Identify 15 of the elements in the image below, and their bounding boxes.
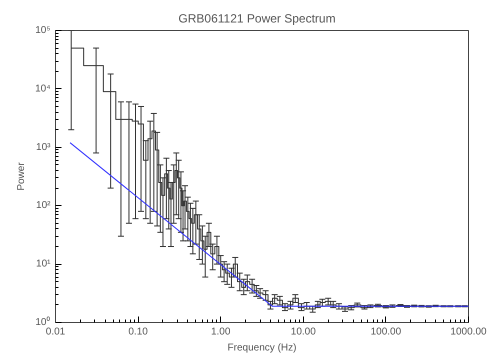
x-tick-label: 100.00	[370, 326, 402, 338]
x-tick-label: 1.00	[210, 326, 231, 338]
y-tick-label: 10⁴	[35, 83, 50, 94]
x-tick-label: 0.10	[128, 326, 148, 338]
chart-title: GRB061121 Power Spectrum	[178, 12, 336, 26]
y-tick-label: 10²	[36, 200, 52, 212]
y-tick-label: 10³	[36, 142, 52, 153]
y-tick-label: 10⁰	[35, 316, 50, 328]
y-axis-title: Power	[16, 162, 28, 191]
y-tick-label: 10¹	[36, 258, 52, 270]
x-tick-label: 0.01	[46, 326, 66, 338]
x-axis-title: Frequency (Hz)	[228, 342, 296, 354]
x-tick-label: 10.00	[290, 326, 316, 338]
y-tick-label: 10⁵	[35, 25, 51, 36]
x-tick-label: 1000.00	[450, 326, 488, 338]
